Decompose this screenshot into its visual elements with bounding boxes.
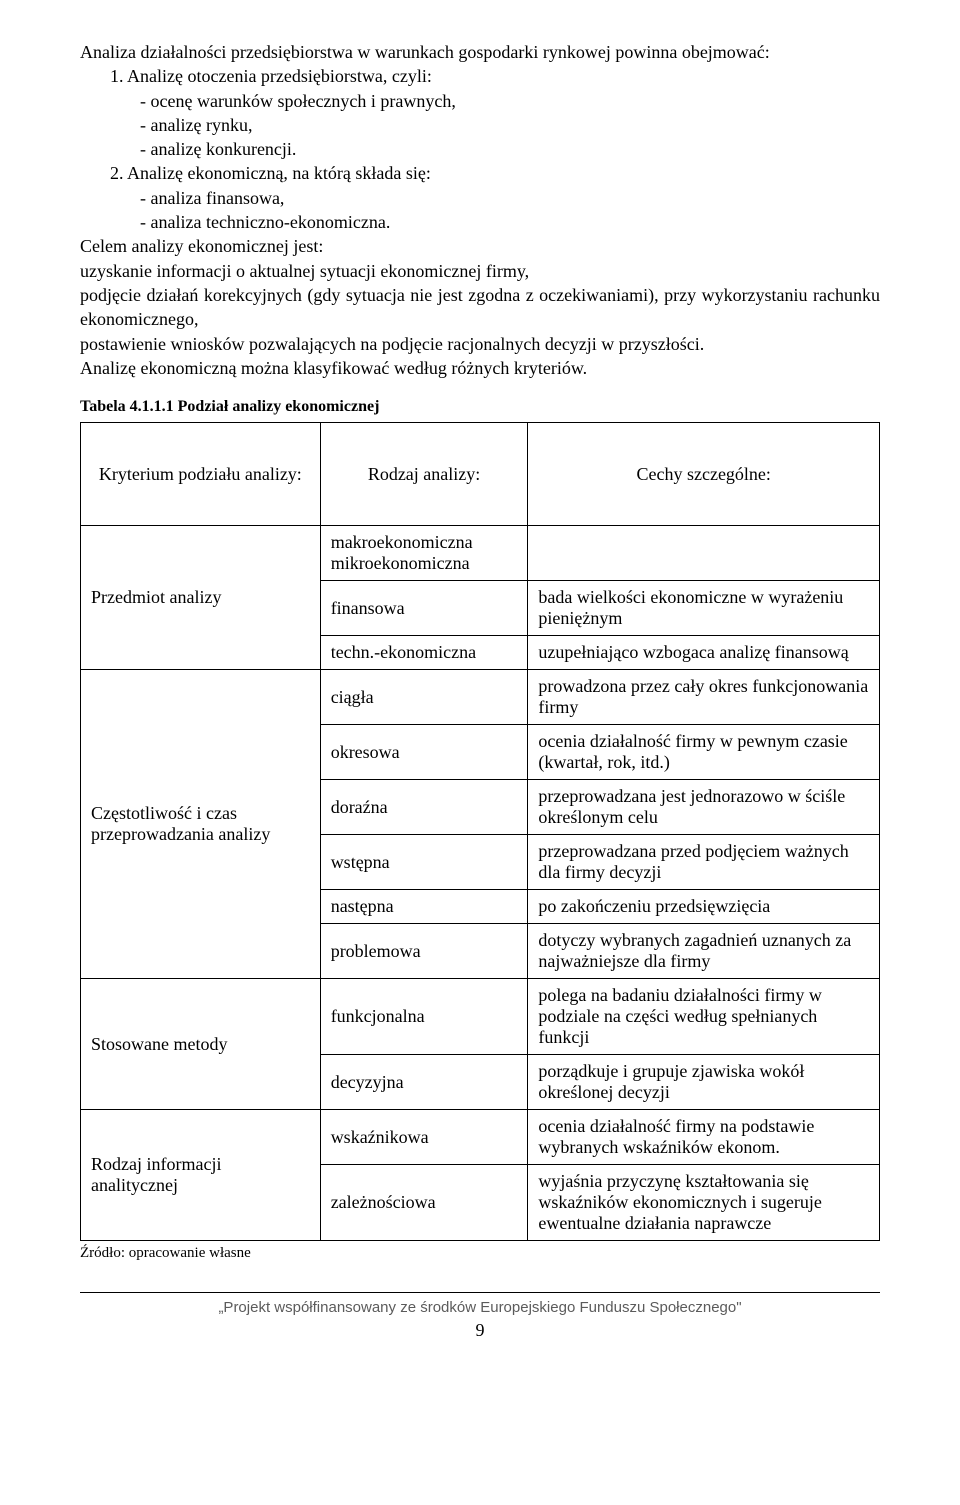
table-row: Przedmiot analizy makroekonomiczna mikro… bbox=[81, 526, 880, 581]
desc-cell: wyjaśnia przyczynę kształtowania się wsk… bbox=[528, 1165, 880, 1241]
desc-cell: uzupełniająco wzbogaca analizę finansową bbox=[528, 636, 880, 670]
table-row: Stosowane metody funkcjonalna polega na … bbox=[81, 979, 880, 1055]
list-item-2: 2. Analizę ekonomiczną, na którą składa … bbox=[110, 161, 880, 185]
purpose-bullet-1: uzyskanie informacji o aktualnej sytuacj… bbox=[80, 259, 880, 283]
desc-cell: ocenia działalność firmy na podstawie wy… bbox=[528, 1110, 880, 1165]
desc-cell bbox=[528, 526, 880, 581]
header-criteria: Kryterium podziału analizy: bbox=[81, 423, 321, 526]
type-cell: doraźna bbox=[320, 780, 528, 835]
purpose-bullet-2: podjęcie działań korekcyjnych (gdy sytua… bbox=[80, 283, 880, 332]
type-cell: makroekonomiczna mikroekonomiczna bbox=[320, 526, 528, 581]
type-cell: decyzyjna bbox=[320, 1055, 528, 1110]
type-cell: wskaźnikowa bbox=[320, 1110, 528, 1165]
type-cell: wstępna bbox=[320, 835, 528, 890]
list-item-1b: - analizę rynku, bbox=[140, 113, 880, 137]
type-cell: następna bbox=[320, 890, 528, 924]
type-cell: okresowa bbox=[320, 725, 528, 780]
type-cell: problemowa bbox=[320, 924, 528, 979]
page-number: 9 bbox=[80, 1320, 880, 1341]
intro-line: Analiza działalności przedsiębiorstwa w … bbox=[80, 40, 880, 64]
list-item-1c: - analizę konkurencji. bbox=[140, 137, 880, 161]
table-header-row: Kryterium podziału analizy: Rodzaj anali… bbox=[81, 423, 880, 526]
desc-cell: prowadzona przez cały okres funkcjonowan… bbox=[528, 670, 880, 725]
desc-cell: przeprowadzana jest jednorazowo w ściśle… bbox=[528, 780, 880, 835]
list-item-1: 1. Analizę otoczenia przedsiębiorstwa, c… bbox=[110, 64, 880, 88]
list-item-2a: - analiza finansowa, bbox=[140, 186, 880, 210]
type-cell: ciągła bbox=[320, 670, 528, 725]
type-cell: zależnościowa bbox=[320, 1165, 528, 1241]
desc-cell: bada wielkości ekonomiczne w wyrażeniu p… bbox=[528, 581, 880, 636]
desc-cell: polega na badaniu działalności firmy w p… bbox=[528, 979, 880, 1055]
desc-cell: po zakończeniu przedsięwzięcia bbox=[528, 890, 880, 924]
footer-divider bbox=[80, 1292, 880, 1293]
purpose-header: Celem analizy ekonomicznej jest: bbox=[80, 234, 880, 258]
intro-paragraph: Analiza działalności przedsiębiorstwa w … bbox=[80, 40, 880, 380]
table-row: Rodzaj informacji analitycznej wskaźniko… bbox=[81, 1110, 880, 1165]
header-type: Rodzaj analizy: bbox=[320, 423, 528, 526]
list-item-1a: - ocenę warunków społecznych i prawnych, bbox=[140, 89, 880, 113]
analysis-table: Kryterium podziału analizy: Rodzaj anali… bbox=[80, 422, 880, 1241]
criteria-cell: Stosowane metody bbox=[81, 979, 321, 1110]
type-cell: techn.-ekonomiczna bbox=[320, 636, 528, 670]
desc-cell: dotyczy wybranych zagadnień uznanych za … bbox=[528, 924, 880, 979]
desc-cell: ocenia działalność firmy w pewnym czasie… bbox=[528, 725, 880, 780]
table-source: Źródło: opracowanie własne bbox=[80, 1245, 880, 1262]
header-desc: Cechy szczególne: bbox=[528, 423, 880, 526]
type-cell: funkcjonalna bbox=[320, 979, 528, 1055]
footer-text: „Projekt współfinansowany ze środków Eur… bbox=[80, 1299, 880, 1316]
desc-cell: porządkuje i grupuje zjawiska wokół okre… bbox=[528, 1055, 880, 1110]
list-item-2b: - analiza techniczno-ekonomiczna. bbox=[140, 210, 880, 234]
desc-cell: przeprowadzana przed podjęciem ważnych d… bbox=[528, 835, 880, 890]
page-container: Analiza działalności przedsiębiorstwa w … bbox=[0, 0, 960, 1505]
table-row: Częstotliwość i czas przeprowadzania ana… bbox=[81, 670, 880, 725]
criteria-cell: Przedmiot analizy bbox=[81, 526, 321, 670]
criteria-cell: Rodzaj informacji analitycznej bbox=[81, 1110, 321, 1241]
purpose-bullet-3: postawienie wniosków pozwalających na po… bbox=[80, 332, 880, 356]
table-caption: Tabela 4.1.1.1 Podział analizy ekonomicz… bbox=[80, 398, 880, 416]
type-cell: finansowa bbox=[320, 581, 528, 636]
criteria-cell: Częstotliwość i czas przeprowadzania ana… bbox=[81, 670, 321, 979]
closing-line: Analizę ekonomiczną można klasyfikować w… bbox=[80, 356, 880, 380]
